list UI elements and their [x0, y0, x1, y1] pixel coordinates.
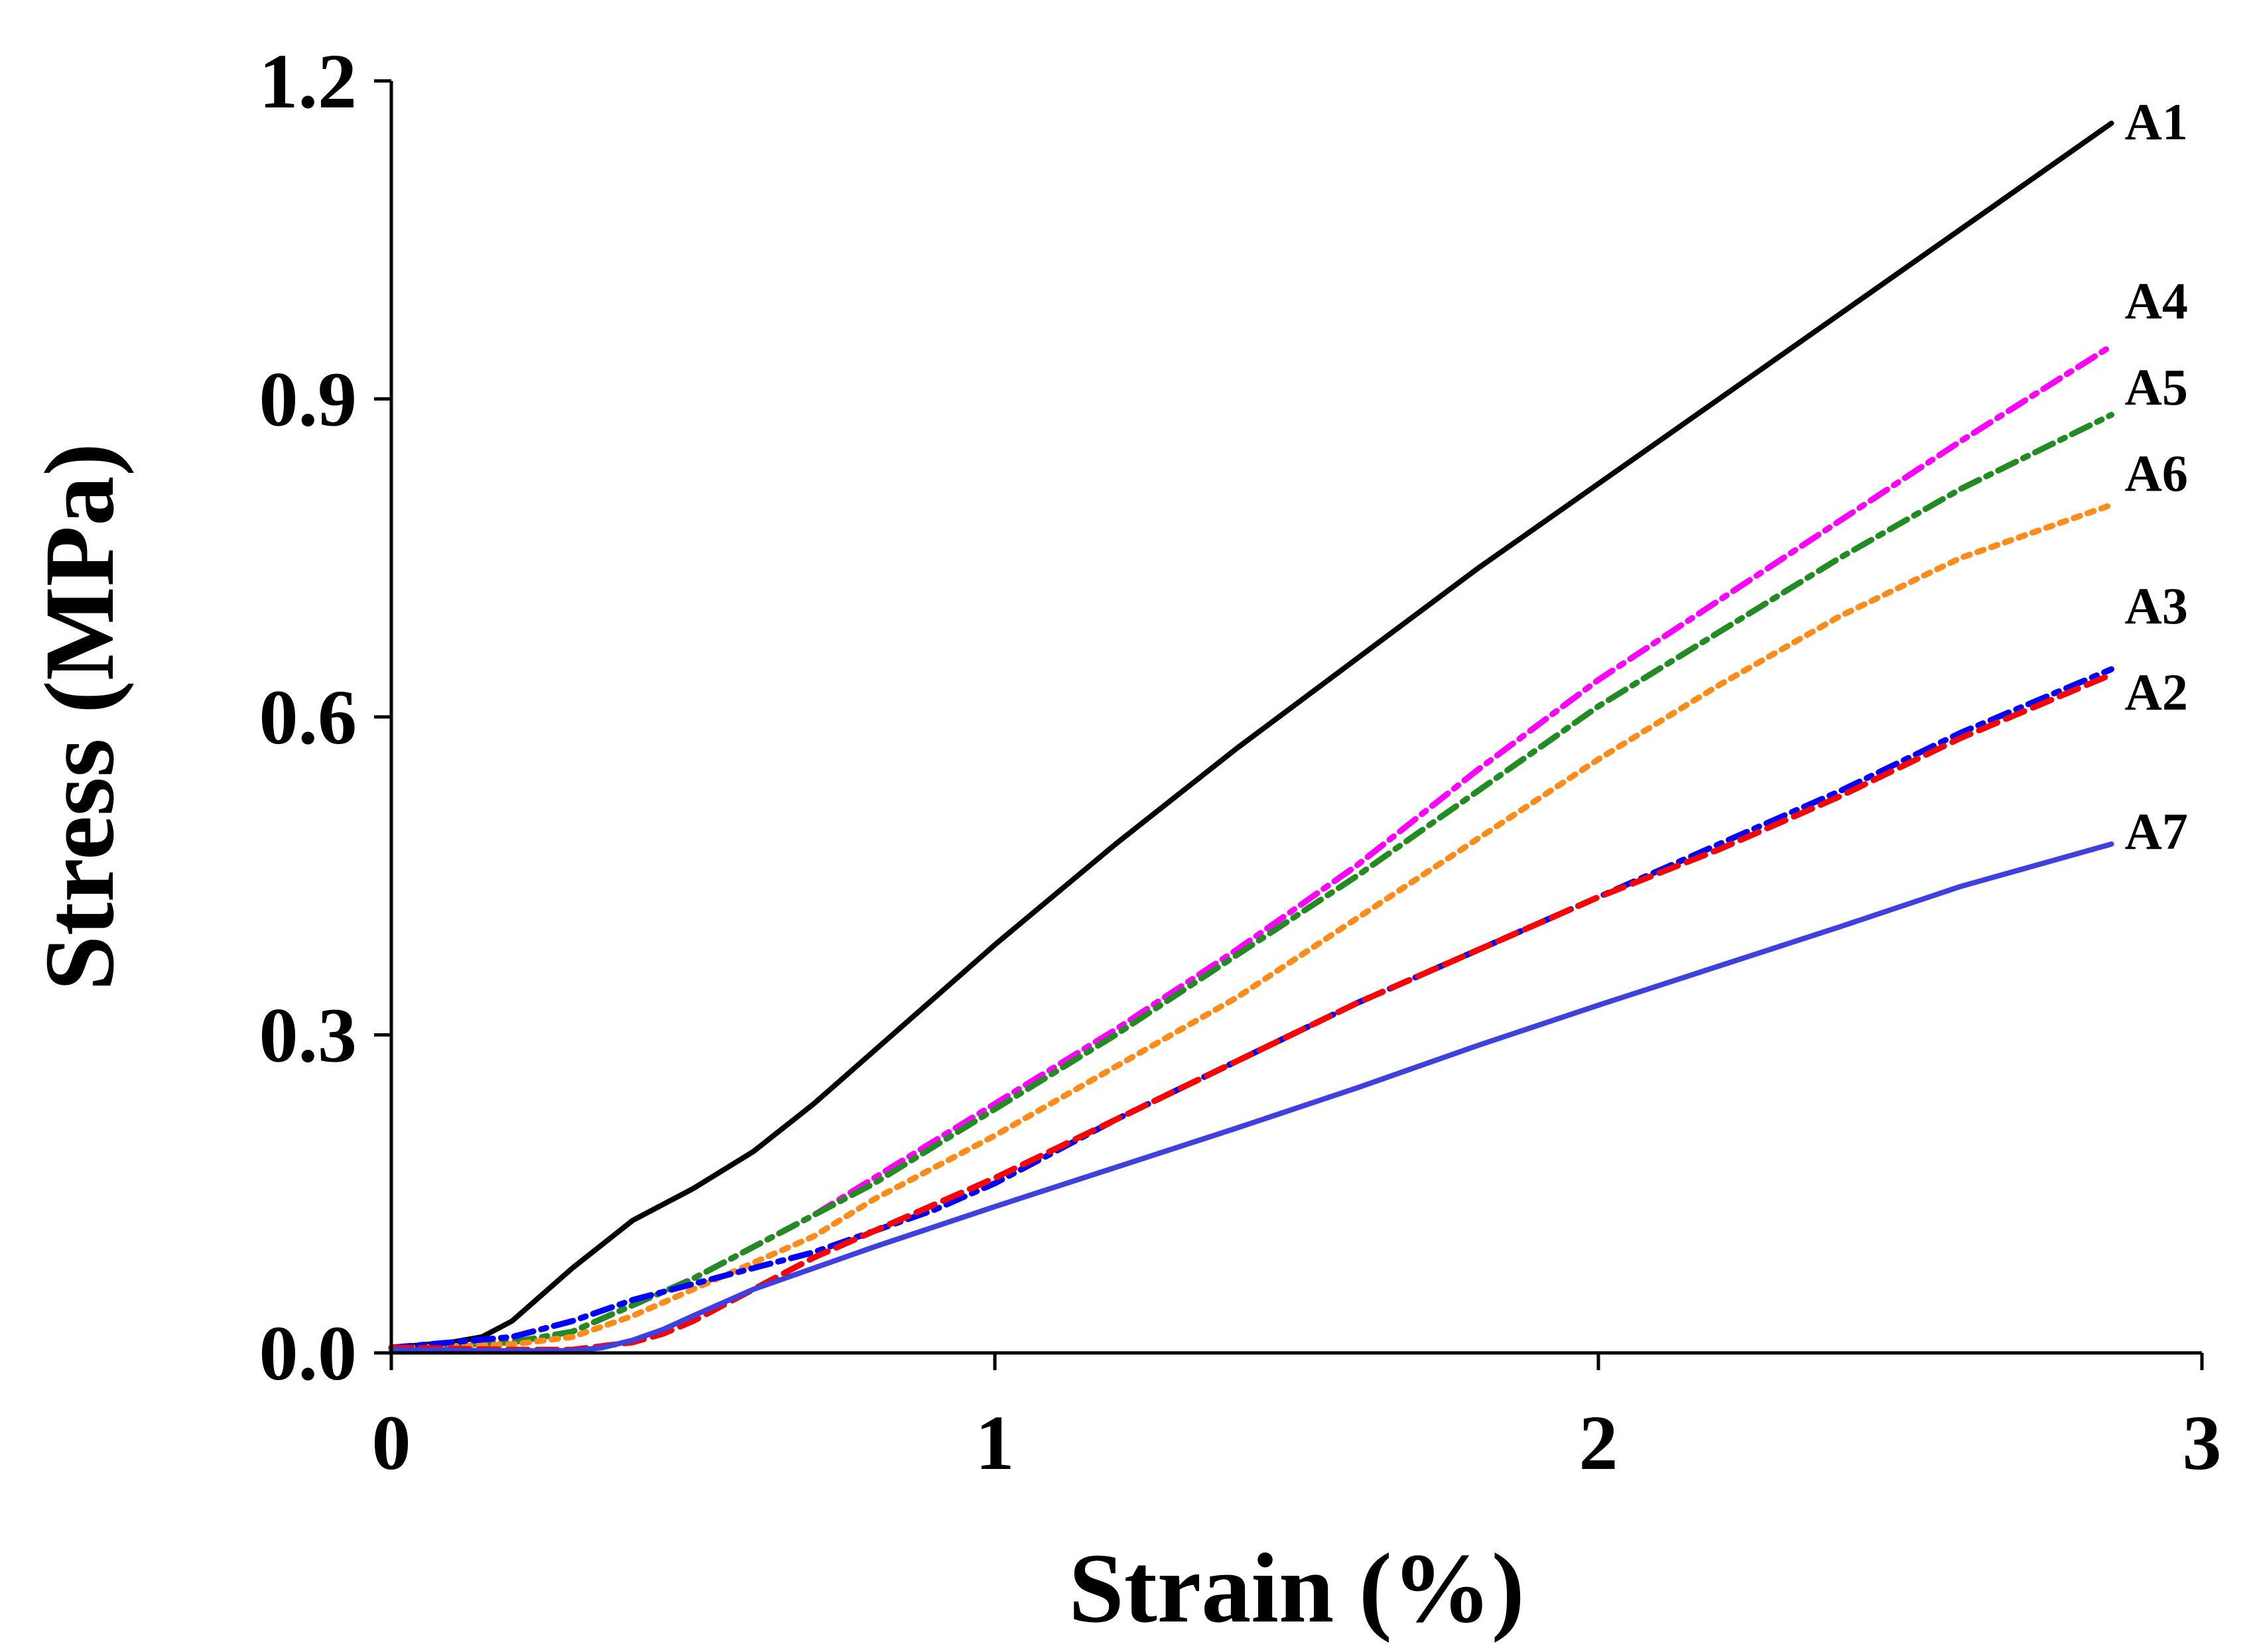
series-label-a3: A3	[2125, 577, 2188, 635]
x-tick-label: 0	[372, 1399, 411, 1486]
series-line-a2	[388, 671, 2114, 1353]
series-line-a5	[388, 412, 2114, 1351]
labels-layer: A1 A4 A5 A6 A3 A2 A7	[2125, 93, 2188, 860]
x-tick-label: 3	[2183, 1399, 2222, 1486]
series-label-a2: A2	[2125, 663, 2188, 721]
series-line-a4	[388, 343, 2114, 1351]
x-tick-label: 2	[1579, 1399, 1618, 1486]
y-tick-label: 0.6	[259, 674, 357, 761]
y-tick-label: 0.0	[259, 1310, 357, 1397]
series-label-a7: A7	[2125, 802, 2188, 860]
series-label-a1: A1	[2125, 93, 2188, 151]
series-label-a4: A4	[2125, 272, 2188, 330]
x-axis-label: Strain (%)	[1068, 1533, 1524, 1643]
y-tick-label: 0.9	[259, 356, 357, 443]
series-layer	[388, 120, 2114, 1354]
ticks-layer: 0.0 0.3 0.6 0.9 1.2 0 1 2 3	[259, 38, 2222, 1486]
y-tick-label: 0.3	[259, 992, 357, 1079]
x-tick-label: 1	[976, 1399, 1015, 1486]
series-label-a5: A5	[2125, 358, 2188, 416]
y-axis-label: Stress (MPa)	[25, 443, 135, 991]
y-tick-label: 1.2	[259, 38, 357, 125]
series-line-a1	[389, 120, 2114, 1350]
series-label-a6: A6	[2125, 444, 2188, 502]
series-line-a7	[389, 841, 2114, 1354]
series-line-a6	[388, 501, 2114, 1351]
axes-layer	[389, 81, 2202, 1355]
series-line-a3	[388, 666, 2114, 1351]
